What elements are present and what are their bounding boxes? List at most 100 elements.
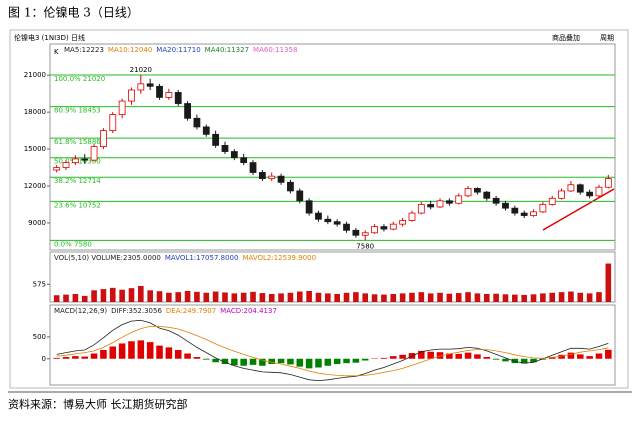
- macd-bar: [596, 354, 603, 359]
- candle-body: [259, 172, 265, 178]
- candle-body: [390, 224, 396, 229]
- macd-bar: [334, 359, 341, 364]
- chart-frame: [10, 30, 628, 388]
- volume-bar: [521, 295, 527, 302]
- candle-body: [72, 159, 78, 163]
- overlay-button[interactable]: 商品叠加: [552, 33, 580, 42]
- volume-bar: [166, 293, 172, 302]
- legend-entry: MACD:204.4137: [220, 307, 277, 315]
- legend-entry: MA5:12223: [64, 46, 104, 54]
- candle-body: [521, 213, 527, 215]
- volume-bar: [73, 294, 79, 302]
- volume-bar: [119, 290, 125, 302]
- legend-entry: MAVOL2:12539.9000: [242, 254, 316, 262]
- macd-bar: [138, 340, 145, 358]
- macd-bar: [203, 359, 210, 360]
- candle-body: [512, 208, 518, 213]
- source-note: 资料来源：博易大师 长江期货研究部: [8, 397, 188, 411]
- candle-body: [194, 118, 200, 127]
- macd-bar: [493, 359, 500, 360]
- volume-bar: [260, 293, 266, 302]
- y-tick-label: 575: [33, 280, 46, 288]
- candle-body: [100, 131, 106, 147]
- macd-bar: [390, 356, 397, 359]
- candle-body: [138, 84, 144, 90]
- macd-bar: [315, 359, 322, 368]
- figure-title: 图 1：伦镍电 3（日线）: [8, 5, 139, 20]
- macd-bar: [184, 354, 191, 359]
- candle-body: [465, 188, 471, 195]
- volume-bar: [175, 292, 181, 302]
- candle-body: [269, 176, 275, 178]
- candle-body: [110, 115, 116, 131]
- fib-label: 23.6% 10752: [54, 201, 101, 209]
- macd-bar: [399, 355, 406, 359]
- candle-body: [456, 196, 462, 203]
- macd-bar: [91, 354, 98, 359]
- macd-bar: [353, 359, 360, 363]
- macd-bar: [194, 357, 201, 359]
- candle-body: [577, 185, 583, 192]
- macd-bar: [231, 359, 238, 366]
- macd-bar: [455, 354, 462, 359]
- volume-bar: [353, 292, 359, 302]
- volume-bar: [437, 293, 443, 302]
- candle-body: [157, 86, 163, 97]
- macd-bar: [605, 350, 612, 359]
- y-tick-label: 9000: [28, 219, 46, 227]
- volume-bar: [372, 294, 378, 302]
- volume-bar: [334, 294, 340, 302]
- candle-body: [353, 230, 359, 235]
- candle-body: [372, 227, 378, 233]
- legend-entry: MACD(12,26,9): [54, 307, 107, 315]
- candle-body: [175, 92, 181, 103]
- macd-bar: [474, 354, 481, 358]
- volume-bar: [596, 292, 602, 302]
- volume-bar: [91, 290, 97, 302]
- volume-bar: [390, 294, 396, 302]
- y-tick-label: 15000: [24, 145, 46, 153]
- candle-body: [185, 104, 191, 119]
- candle-body: [362, 233, 368, 235]
- macd-bar: [465, 353, 472, 359]
- macd-bar: [72, 356, 79, 359]
- candle-body: [596, 187, 602, 196]
- candle-body: [418, 204, 424, 213]
- candle-body: [250, 163, 256, 173]
- volume-bar: [269, 294, 275, 302]
- volume-bar: [606, 264, 612, 302]
- volume-bar: [297, 292, 303, 302]
- candle-body: [409, 213, 415, 220]
- volume-bar: [147, 290, 153, 302]
- candle-body: [287, 182, 293, 191]
- candle-body: [334, 222, 340, 224]
- macd-bar: [110, 347, 117, 359]
- candle-body: [446, 201, 452, 203]
- fib-label: 100.0% 21020: [54, 75, 105, 83]
- volume-bar: [484, 294, 490, 302]
- candle-body: [278, 176, 284, 182]
- volume-bar: [503, 294, 509, 302]
- candle-body: [222, 145, 228, 151]
- candle-body: [54, 168, 60, 170]
- candle-body: [437, 201, 443, 207]
- volume-bar: [250, 292, 256, 302]
- legend-entry: DEA:249.7907: [166, 307, 216, 315]
- candle-body: [605, 179, 611, 188]
- macd-bar: [81, 357, 88, 359]
- period-button[interactable]: 周期: [600, 34, 614, 42]
- candle-body: [203, 127, 209, 134]
- macd-bar: [250, 359, 257, 365]
- volume-bar: [559, 292, 565, 302]
- y-tick-label: 12000: [24, 182, 46, 190]
- volume-bar: [344, 293, 350, 302]
- legend-entry: MA10:12040: [108, 46, 152, 54]
- y-tick-label: 500: [33, 333, 46, 341]
- macd-bar: [287, 359, 294, 365]
- candle-body: [344, 224, 350, 230]
- volume-bar: [194, 292, 200, 302]
- volume-bar: [288, 293, 294, 302]
- volume-bar: [362, 293, 368, 302]
- volume-bar: [63, 295, 69, 302]
